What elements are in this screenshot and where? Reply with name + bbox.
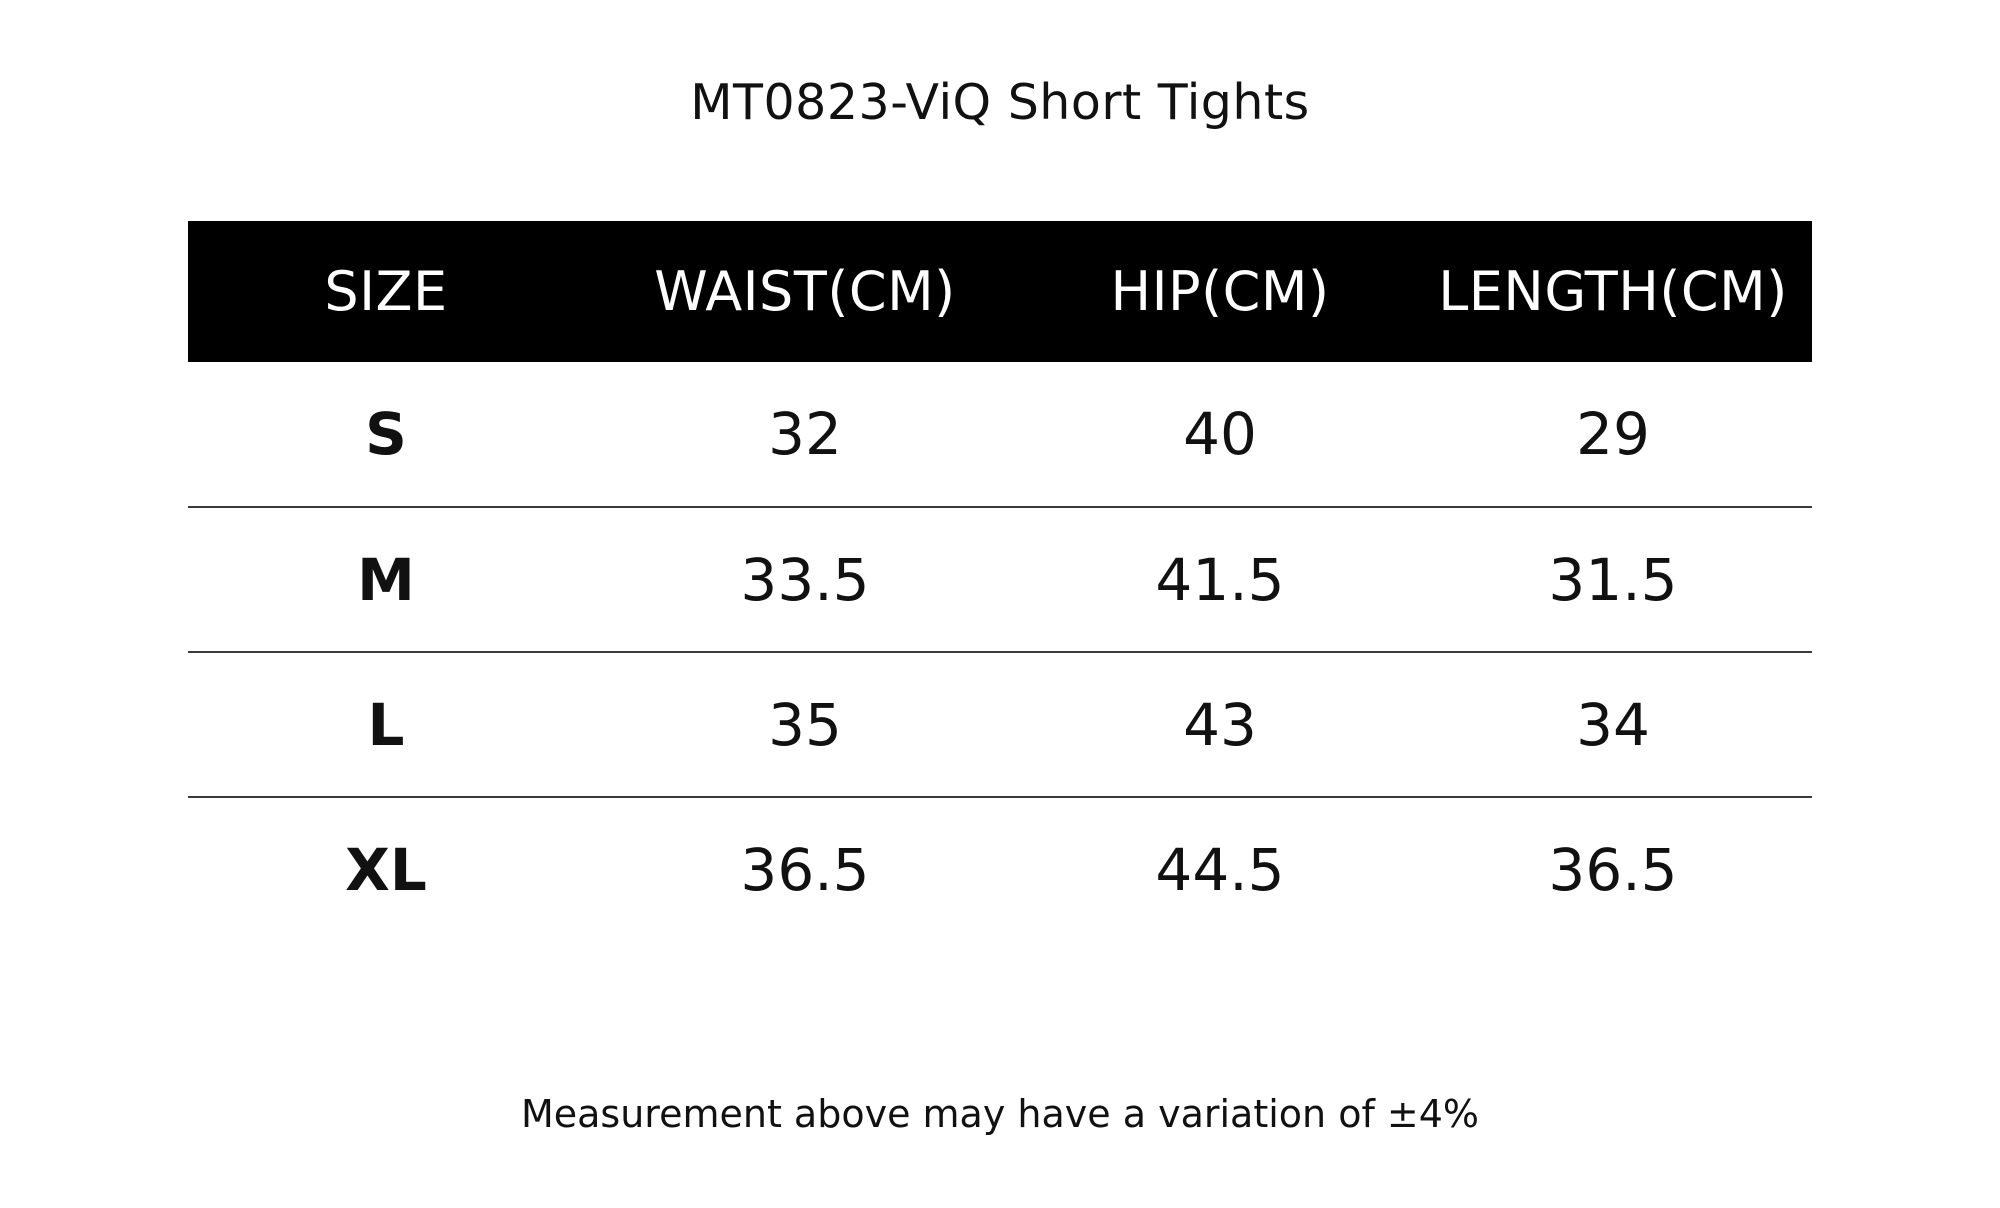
waist-cell: 35 <box>584 651 1026 797</box>
waist-cell: 36.5 <box>584 796 1026 942</box>
table-row: S 32 40 29 <box>188 362 1812 507</box>
page-title: MT0823-ViQ Short Tights <box>690 74 1310 131</box>
waist-cell: 32 <box>768 400 842 468</box>
hip-cell: 43 <box>1026 651 1414 797</box>
hip-cell: 40 <box>1183 400 1257 468</box>
length-cell: 31.5 <box>1414 506 1812 652</box>
waist-cell: 33.5 <box>584 506 1026 652</box>
header-hip: HIP(CM) <box>1110 260 1330 323</box>
table-header-row: SIZE WAIST(CM) HIP(CM) LENGTH(CM) <box>188 221 1812 362</box>
length-cell: 36.5 <box>1414 796 1812 942</box>
size-chart-table: SIZE WAIST(CM) HIP(CM) LENGTH(CM) S 32 4… <box>188 221 1812 942</box>
size-cell: S <box>365 400 407 468</box>
hip-cell: 41.5 <box>1026 506 1414 652</box>
size-cell: XL <box>188 796 584 942</box>
measurement-note: Measurement above may have a variation o… <box>520 1092 1480 1136</box>
hip-cell: 44.5 <box>1026 796 1414 942</box>
table-row: L 35 43 34 <box>188 651 1812 797</box>
table-row: M 33.5 41.5 31.5 <box>188 506 1812 652</box>
header-length: LENGTH(CM) <box>1438 260 1788 323</box>
length-cell: 34 <box>1414 651 1812 797</box>
size-cell: M <box>188 506 584 652</box>
header-size: SIZE <box>324 260 448 323</box>
size-cell: L <box>188 651 584 797</box>
header-waist: WAIST(CM) <box>654 260 956 323</box>
table-row: XL 36.5 44.5 36.5 <box>188 796 1812 942</box>
length-cell: 29 <box>1576 400 1650 468</box>
